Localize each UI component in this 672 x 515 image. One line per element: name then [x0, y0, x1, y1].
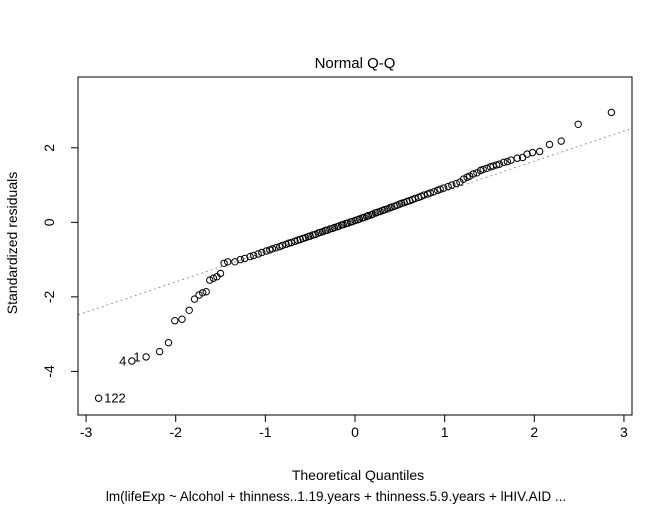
data-point — [545, 140, 554, 149]
data-point — [523, 150, 531, 158]
data-point — [483, 164, 491, 173]
data-point — [430, 188, 438, 196]
data-point — [128, 357, 136, 365]
x-tick-label: 2 — [530, 424, 538, 440]
data-point — [258, 248, 266, 257]
data-point — [164, 339, 173, 347]
data-point — [440, 184, 448, 192]
data-point — [536, 147, 544, 156]
y-axis-ticks: -4 -2 0 2 — [41, 144, 78, 378]
data-point — [209, 274, 218, 282]
data-point — [142, 353, 150, 361]
data-point — [495, 160, 503, 168]
data-point — [503, 157, 512, 166]
y-axis-label: Standardized residuals — [4, 172, 20, 314]
data-point — [426, 189, 434, 197]
outlier-label: 1 — [133, 349, 140, 364]
y-tick-label: -4 — [41, 365, 57, 378]
y-tick-label: 0 — [41, 218, 57, 226]
data-point — [420, 191, 428, 199]
data-point — [557, 137, 565, 145]
data-point — [220, 259, 228, 267]
data-point — [195, 291, 203, 299]
data-point — [178, 315, 186, 323]
x-axis-label: Theoretical Quantiles — [292, 467, 424, 483]
chart-title: Normal Q-Q — [315, 55, 396, 72]
data-point — [272, 244, 280, 252]
data-point — [448, 181, 456, 189]
data-point — [190, 295, 199, 303]
data-point — [262, 247, 270, 255]
data-point — [202, 288, 210, 296]
data-point — [444, 182, 452, 191]
model-subtitle: lm(lifeExp ~ Alcohol + thinness..1.19.ye… — [106, 489, 566, 504]
data-point — [513, 154, 521, 162]
data-point — [473, 169, 481, 177]
data-point — [607, 108, 616, 117]
x-tick-label: -2 — [169, 424, 182, 440]
data-point — [459, 175, 468, 183]
y-tick-label: -2 — [41, 290, 57, 303]
outlier-label: 122 — [104, 391, 126, 406]
data-point — [500, 158, 508, 167]
data-point — [94, 394, 103, 402]
data-points-group — [94, 108, 616, 402]
data-point — [224, 258, 232, 266]
data-point — [479, 165, 487, 174]
data-point — [236, 255, 245, 264]
x-tick-label: -3 — [80, 424, 93, 440]
x-axis-ticks: -3 -2 -1 0 1 2 3 — [80, 415, 628, 440]
x-tick-label: 3 — [620, 424, 628, 440]
data-point — [155, 347, 164, 356]
data-point — [466, 172, 474, 180]
x-tick-label: -1 — [259, 424, 272, 440]
data-point — [574, 120, 582, 129]
x-tick-label: 0 — [351, 424, 359, 440]
data-point — [216, 269, 225, 278]
data-point — [528, 148, 537, 157]
data-point — [246, 252, 254, 261]
data-point — [185, 306, 193, 314]
y-tick-label: 2 — [41, 144, 57, 152]
outlier-label: 4 — [119, 354, 126, 369]
outlier-labels-group: 122 4 1 — [104, 349, 141, 405]
data-point — [268, 245, 277, 253]
data-point — [278, 241, 287, 250]
x-tick-label: 1 — [441, 424, 449, 440]
data-point — [198, 289, 207, 297]
data-point — [469, 170, 477, 178]
data-point — [287, 238, 296, 247]
data-point — [452, 179, 460, 188]
plot-box — [77, 76, 633, 416]
data-point — [206, 276, 214, 284]
data-point — [171, 317, 179, 325]
data-point — [254, 250, 262, 258]
data-point — [436, 185, 444, 193]
data-point — [411, 194, 419, 203]
data-point — [250, 251, 258, 260]
